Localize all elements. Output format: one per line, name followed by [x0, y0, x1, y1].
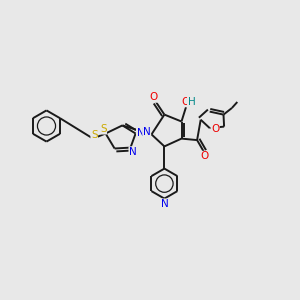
Text: O: O [201, 151, 209, 161]
Text: H: H [188, 97, 195, 107]
Text: N: N [161, 199, 169, 209]
Text: S: S [91, 130, 98, 140]
Text: O: O [149, 92, 158, 102]
Text: O: O [182, 97, 190, 107]
Text: N: N [136, 128, 144, 138]
Text: N: N [129, 147, 137, 157]
Text: N: N [143, 127, 151, 137]
Text: S: S [100, 124, 106, 134]
Text: O: O [211, 124, 219, 134]
